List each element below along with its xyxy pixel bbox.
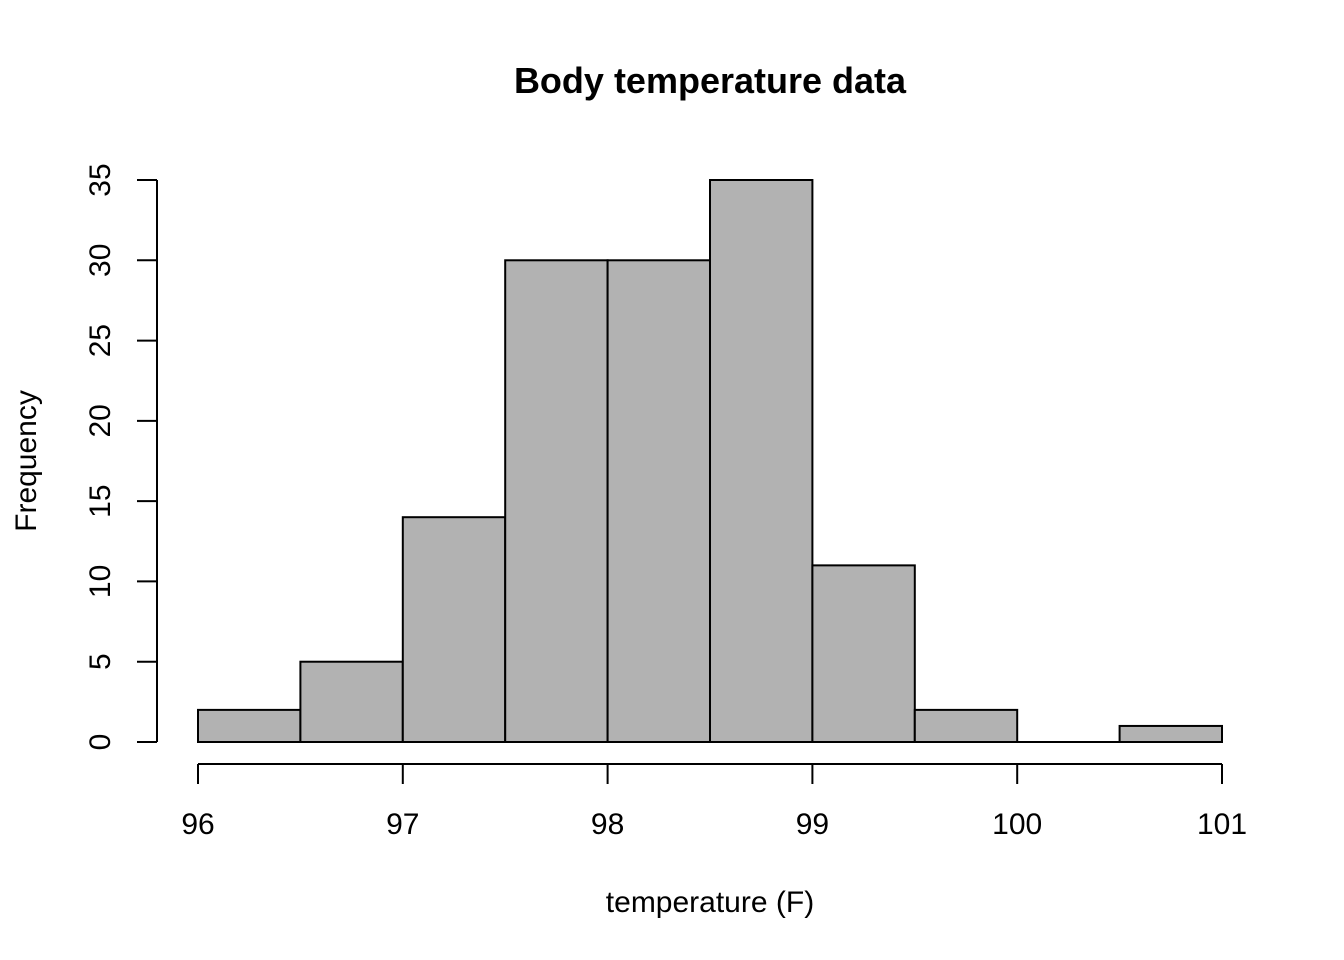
x-tick-label: 97 <box>386 808 419 841</box>
y-tick-label: 25 <box>84 324 117 357</box>
histogram-bar <box>504 259 609 743</box>
x-axis: 96 97 98 99 100 101 <box>181 763 1247 841</box>
y-tick-label: 30 <box>84 244 117 277</box>
y-axis: 0 5 10 15 20 25 30 35 <box>84 163 158 751</box>
histogram-bar <box>1118 724 1223 744</box>
x-tick-label: 99 <box>796 808 829 841</box>
y-tick-label: 15 <box>84 484 117 517</box>
histogram-bar <box>913 708 1019 744</box>
x-tick-label: 98 <box>591 808 624 841</box>
histogram-bar <box>401 516 507 744</box>
histogram-bar <box>811 564 916 743</box>
x-axis-label: temperature (F) <box>606 886 814 919</box>
x-tick-label: 101 <box>1197 808 1247 841</box>
bars-group <box>197 179 1223 744</box>
x-tick-label: 100 <box>992 808 1042 841</box>
y-tick-label: 20 <box>84 404 117 437</box>
histogram-bar <box>606 259 711 743</box>
y-tick-label: 10 <box>84 565 117 598</box>
histogram-bar <box>709 179 814 743</box>
y-tick-label: 0 <box>84 734 117 751</box>
x-tick-label: 96 <box>181 808 214 841</box>
y-tick-label: 35 <box>84 163 117 196</box>
y-tick-label: 5 <box>84 653 117 670</box>
chart-title: Body temperature data <box>514 60 907 101</box>
histogram-bar <box>299 660 404 744</box>
y-axis-label: Frequency <box>10 390 43 532</box>
histogram-bar <box>197 708 302 744</box>
